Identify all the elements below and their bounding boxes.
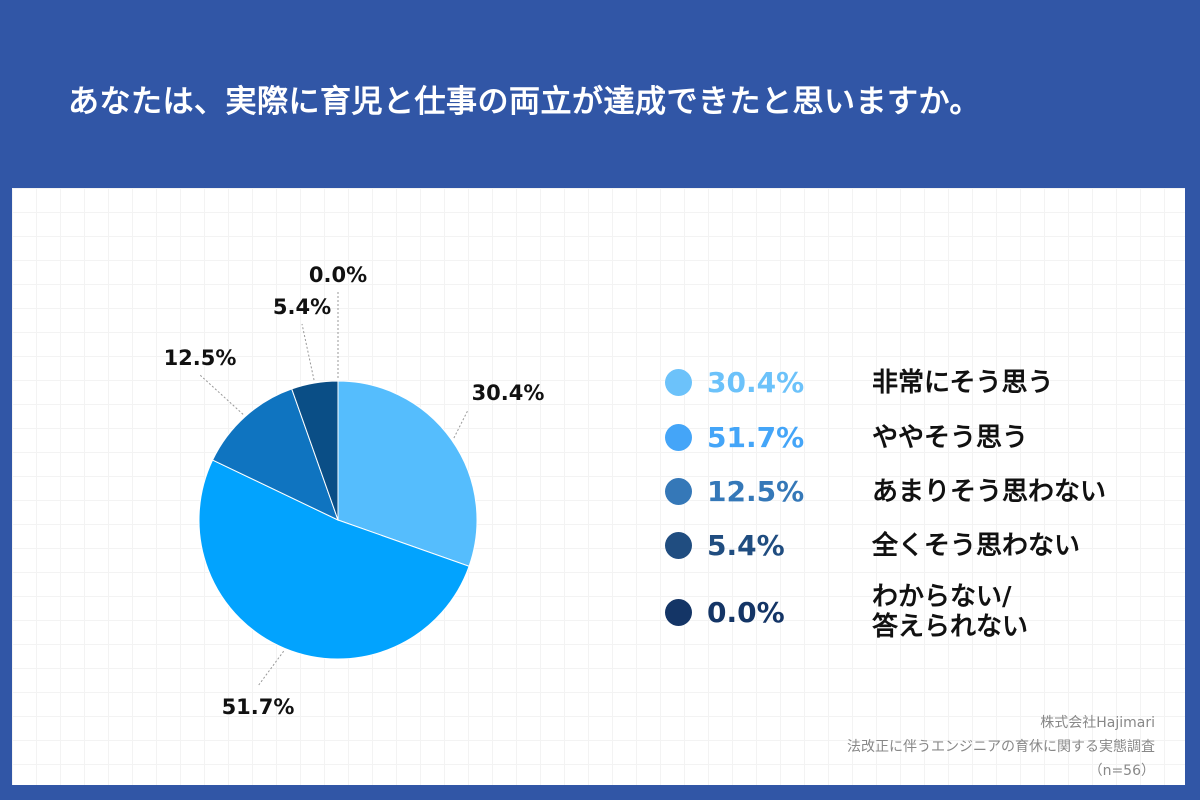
- legend-percent: 12.5%: [707, 475, 805, 508]
- legend-label: あまりそう思わない: [872, 476, 1107, 507]
- source-company: 株式会社Hajimari: [1040, 715, 1155, 731]
- pie-slice-1: [198, 459, 470, 660]
- leader-line-3: [301, 323, 315, 381]
- legend-dot: [665, 598, 692, 626]
- sample-size: （n=56）: [1088, 763, 1155, 779]
- leader-line-2: [199, 374, 244, 415]
- legend-item: 30.4% 非常にそう思う: [665, 366, 1053, 399]
- legend-percent: 51.7%: [707, 421, 805, 454]
- source-survey: 法改正に伴うエンジニアの育休に関する実態調査: [847, 739, 1155, 755]
- leader-line-1: [257, 650, 285, 687]
- legend-percent: 5.4%: [707, 529, 785, 562]
- pie-slice-2: [211, 388, 339, 521]
- legend-percent: 30.4%: [707, 366, 805, 399]
- legend-label: ややそう思う: [872, 422, 1029, 453]
- legend-item: 12.5% あまりそう思わない: [665, 475, 1106, 508]
- legend-label: わからない/答えられない: [872, 582, 1029, 642]
- legend-label: 全くそう思わない: [872, 530, 1081, 561]
- data-label-3: 5.4%: [273, 295, 331, 319]
- legend-dot: [665, 424, 692, 451]
- legend-percent: 0.0%: [707, 595, 785, 629]
- data-label-1: 51.7%: [222, 695, 295, 719]
- legend-dot: [665, 532, 692, 559]
- leader-line-0: [453, 409, 469, 439]
- legend-dot: [665, 478, 692, 505]
- pie-slice-0: [337, 380, 478, 567]
- page-title: あなたは、実際に育児と仕事の両立が達成できたと思いますか。: [68, 84, 981, 120]
- legend-item: 0.0% わからない/答えられない: [665, 582, 1028, 642]
- data-label-2: 12.5%: [164, 346, 237, 370]
- data-label-4: 0.0%: [309, 263, 367, 287]
- legend-item: 5.4% 全くそう思わない: [665, 529, 1080, 562]
- legend-dot: [665, 369, 692, 396]
- legend-item: 51.7% ややそう思う: [665, 421, 1028, 454]
- data-label-0: 30.4%: [472, 381, 545, 405]
- pie-slice-3: [291, 380, 339, 521]
- legend-label: 非常にそう思う: [872, 367, 1054, 398]
